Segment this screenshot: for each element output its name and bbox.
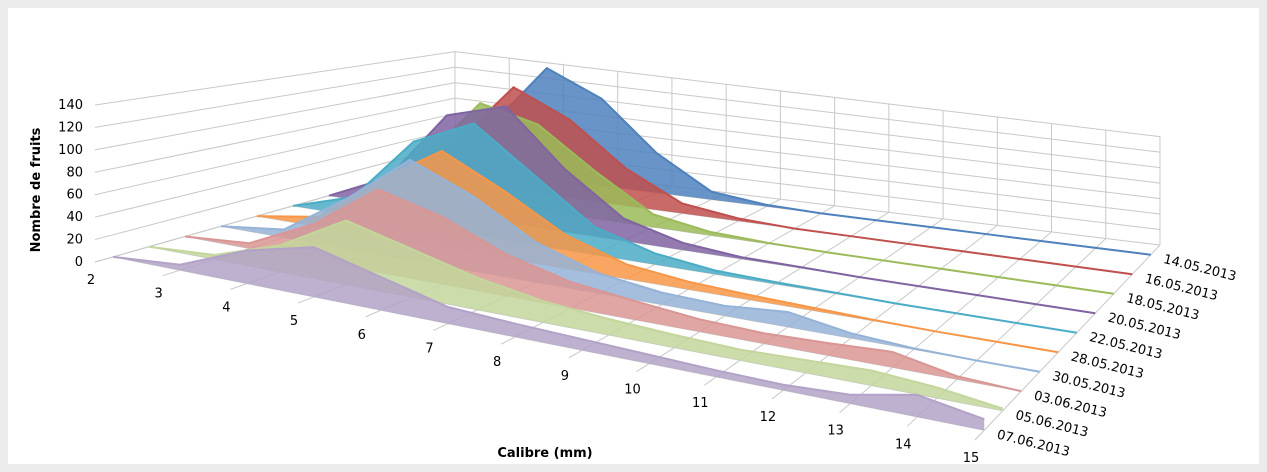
series-area bbox=[329, 106, 1096, 314]
x-tick-label: 6 bbox=[358, 328, 366, 343]
series-line bbox=[364, 102, 1114, 295]
y-tick-label: 140 bbox=[58, 98, 83, 113]
y-tick-label: 40 bbox=[66, 210, 83, 225]
x-tick-label: 10 bbox=[624, 383, 641, 398]
y-tick-label: 20 bbox=[66, 233, 83, 248]
x-tick-label: 11 bbox=[692, 396, 709, 411]
x-tick-label: 12 bbox=[760, 410, 777, 425]
x-tick-label: 8 bbox=[493, 355, 501, 370]
left-wall-grid-line bbox=[94, 97, 456, 173]
series-area bbox=[113, 247, 985, 431]
x-axis-title: Calibre (mm) bbox=[497, 446, 592, 461]
back-wall-grid-line bbox=[454, 66, 1161, 153]
x-tick-label: 15 bbox=[963, 451, 980, 466]
x-tick-label: 14 bbox=[895, 437, 912, 452]
x-tick-label: 5 bbox=[290, 314, 298, 329]
series-line bbox=[184, 188, 1022, 393]
series-line bbox=[112, 246, 985, 421]
x-tick-label: 9 bbox=[561, 369, 569, 384]
series-line bbox=[292, 122, 1077, 334]
y-tick-label: 80 bbox=[66, 165, 83, 180]
floor-grid-line bbox=[974, 244, 1161, 441]
series-area bbox=[365, 103, 1114, 294]
x-tick-label: 7 bbox=[425, 341, 433, 356]
left-wall-grid-line bbox=[94, 66, 456, 128]
x-tick-label: 13 bbox=[827, 424, 844, 439]
series-area bbox=[293, 123, 1077, 333]
y-axis-title: Nombre de fruits bbox=[29, 127, 44, 252]
y-tick-label: 120 bbox=[58, 120, 83, 135]
y-tick-label: 0 bbox=[75, 255, 83, 270]
series-area bbox=[401, 87, 1133, 275]
y-tick-label: 60 bbox=[66, 188, 83, 203]
left-wall-grid-line bbox=[94, 128, 456, 218]
series-line bbox=[148, 219, 1004, 410]
series-line bbox=[220, 158, 1040, 373]
series-line bbox=[436, 66, 1151, 256]
left-wall-grid-line bbox=[94, 82, 456, 151]
back-wall-grid-line bbox=[454, 51, 1161, 138]
left-wall-grid-line bbox=[94, 113, 456, 196]
series-line bbox=[328, 105, 1096, 315]
x-tick-label: 3 bbox=[155, 287, 163, 302]
left-wall-grid-line bbox=[94, 51, 456, 106]
series-area bbox=[437, 68, 1151, 255]
x-tick-label: 2 bbox=[87, 273, 95, 288]
x-tick-label: 4 bbox=[222, 300, 230, 315]
series-line bbox=[400, 86, 1133, 276]
y-tick-label: 100 bbox=[58, 143, 83, 158]
